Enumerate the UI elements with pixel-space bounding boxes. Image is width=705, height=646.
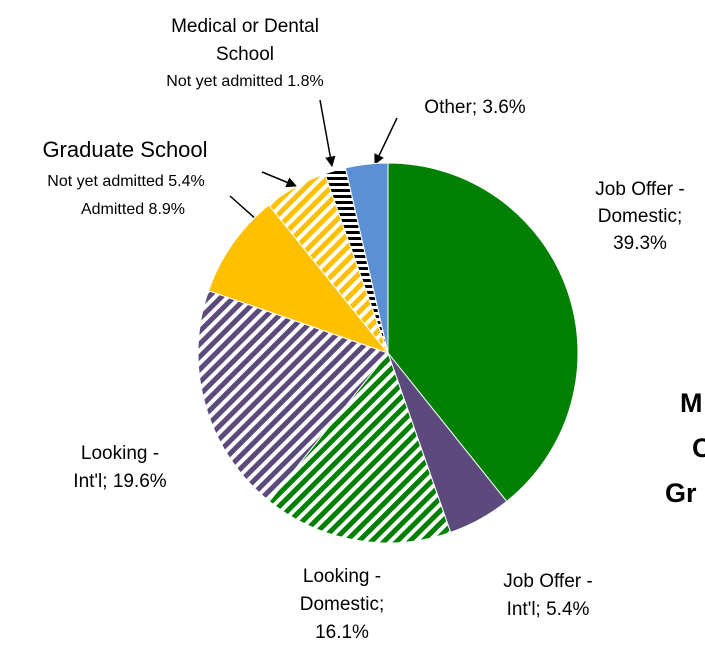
data-label: 16.1% (315, 622, 369, 643)
pie-slice (207, 204, 390, 355)
data-label: Job Offer - (503, 571, 592, 592)
leader-line (374, 117, 398, 165)
data-label: Looking - (303, 566, 381, 587)
data-label: Job Offer - (595, 179, 684, 200)
group-label: School (216, 44, 274, 65)
group-label: Medical or Dental (171, 16, 319, 37)
chart-title: Gr (665, 478, 697, 508)
data-label: Domestic; (598, 206, 682, 227)
pie (197, 162, 579, 544)
data-label: Looking - (81, 443, 159, 464)
pie-slice (344, 162, 389, 354)
leader-line (319, 99, 336, 168)
leader-lines (229, 99, 398, 229)
data-label: Int'l; 19.6% (73, 471, 167, 492)
data-label: Not yet admitted 1.8% (166, 73, 323, 90)
group-label: Graduate School (42, 137, 207, 162)
pie-slice (197, 290, 389, 503)
chart-title: M (680, 388, 703, 418)
chart-title: C (692, 433, 705, 463)
data-label: 39.3% (613, 233, 667, 254)
data-label: Other; 3.6% (424, 97, 525, 118)
data-label: Domestic; (300, 594, 384, 615)
pie-slice (387, 162, 579, 503)
leader-line (261, 171, 297, 188)
data-label: Admitted 8.9% (81, 201, 185, 218)
pie-slice (268, 351, 452, 544)
data-label: Int'l; 5.4% (507, 599, 590, 620)
data-label: Not yet admitted 5.4% (47, 173, 204, 190)
